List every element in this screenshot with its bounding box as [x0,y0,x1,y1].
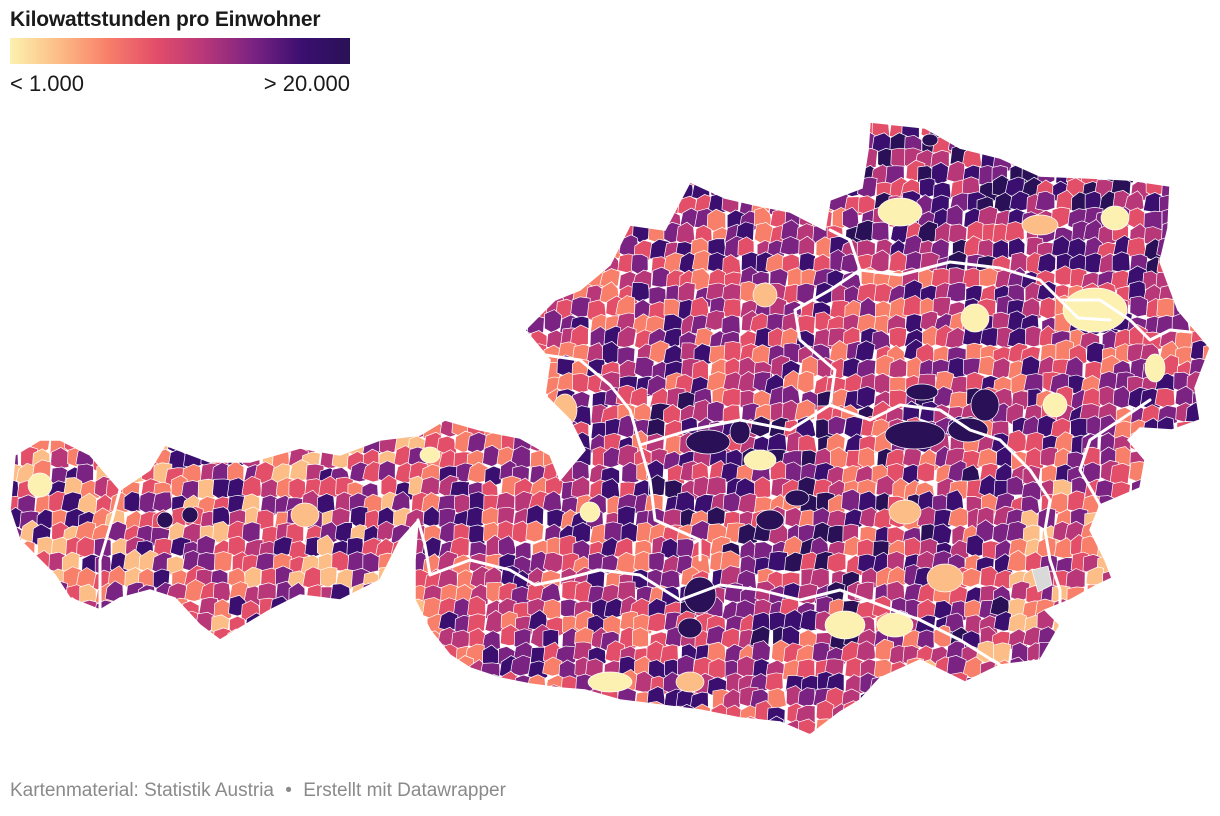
legend-max-label: > 20.000 [263,71,350,96]
municipality-area[interactable] [826,552,847,573]
datawrapper-credit: Erstellt mit Datawrapper [303,780,506,801]
legend-min-label: < 1.000 [10,71,85,96]
municipality-area[interactable] [391,491,411,514]
municipality-area[interactable] [683,576,717,614]
municipality-area[interactable] [197,478,216,501]
austria-choropleth-map[interactable] [0,110,1220,750]
municipality-area[interactable] [877,197,923,227]
municipality-area[interactable] [946,204,964,227]
municipality-area[interactable] [599,268,621,290]
municipality-area[interactable] [579,501,601,523]
municipality-area[interactable] [965,534,985,558]
municipality-area[interactable] [685,429,731,455]
municipality-area[interactable] [525,520,545,543]
municipality-area[interactable] [706,400,725,423]
municipality-area[interactable] [843,416,865,440]
municipality-area[interactable] [970,388,1000,422]
municipality-area[interactable] [572,372,590,394]
legend-color-scale [10,38,350,64]
municipality-area[interactable] [648,551,665,572]
municipality-area[interactable] [27,472,53,498]
municipality-area[interactable] [888,358,908,379]
municipality-area[interactable] [784,506,802,528]
municipality-area[interactable] [466,506,484,529]
municipality-area[interactable] [752,282,778,308]
municipality-area[interactable] [797,370,815,394]
municipality-area[interactable] [798,252,816,272]
legend: Kilowattstunden pro Einwohner < 1.000 > … [10,8,355,97]
municipality-area[interactable] [634,356,655,379]
municipality-area[interactable] [1035,190,1056,212]
municipality-area[interactable] [916,462,936,483]
municipality-area[interactable] [1100,205,1130,231]
municipality-area[interactable] [675,671,705,693]
municipality-area[interactable] [213,551,233,573]
municipality-area[interactable] [841,488,861,512]
municipality-area[interactable] [1144,353,1166,383]
municipality-area[interactable] [1037,252,1057,276]
municipality-area[interactable] [905,383,939,401]
municipality-area[interactable] [631,627,649,648]
source-credit: Kartenmaterial: Statistik Austria [10,780,274,801]
map-footer: Kartenmaterial: Statistik Austria • Erst… [10,780,506,802]
municipality-area[interactable] [1021,214,1059,236]
municipality-area[interactable] [784,489,810,507]
municipality-area[interactable] [152,491,173,513]
municipality-area[interactable] [884,420,946,450]
municipality-area[interactable] [1154,388,1176,409]
municipality-area[interactable] [919,177,936,198]
municipality-area[interactable] [706,476,727,497]
municipality-area[interactable] [978,267,999,287]
municipality-area[interactable] [677,617,703,639]
municipality-area[interactable] [156,511,174,529]
municipality-area[interactable] [481,507,501,528]
municipality-area[interactable] [647,612,667,632]
municipality-area[interactable] [921,133,939,147]
municipality-area[interactable] [419,446,441,464]
municipality-area[interactable] [743,449,777,471]
legend-title: Kilowattstunden pro Einwohner [10,8,321,31]
municipality-area[interactable] [888,499,922,525]
municipality-area[interactable] [572,461,590,481]
municipality-area[interactable] [1129,295,1148,318]
municipality-area[interactable] [827,415,847,437]
municipality-area[interactable] [798,235,816,259]
municipality-area[interactable] [587,671,633,693]
municipality-area[interactable] [945,489,964,512]
municipality-area[interactable] [736,655,756,678]
municipality-area[interactable] [857,447,876,470]
municipality-area[interactable] [796,583,818,605]
municipality-area[interactable] [181,506,199,524]
municipality-area[interactable] [871,221,890,242]
municipality-area[interactable] [856,386,876,409]
municipality-area[interactable] [824,610,866,640]
municipality-area[interactable] [722,492,741,513]
municipality-area[interactable] [1111,251,1131,273]
municipality-area[interactable] [961,567,982,588]
footer-separator: • [285,780,292,801]
municipality-area[interactable] [1042,392,1068,418]
municipality-area[interactable] [1109,462,1131,485]
municipality-area[interactable] [621,461,640,485]
municipality-area[interactable] [729,419,751,445]
municipality-area[interactable] [290,502,320,528]
municipality-area[interactable] [960,303,990,333]
municipality-area[interactable] [755,509,785,531]
municipality-area[interactable] [885,448,906,470]
municipality-area[interactable] [889,326,907,349]
municipality-area[interactable] [926,563,964,593]
